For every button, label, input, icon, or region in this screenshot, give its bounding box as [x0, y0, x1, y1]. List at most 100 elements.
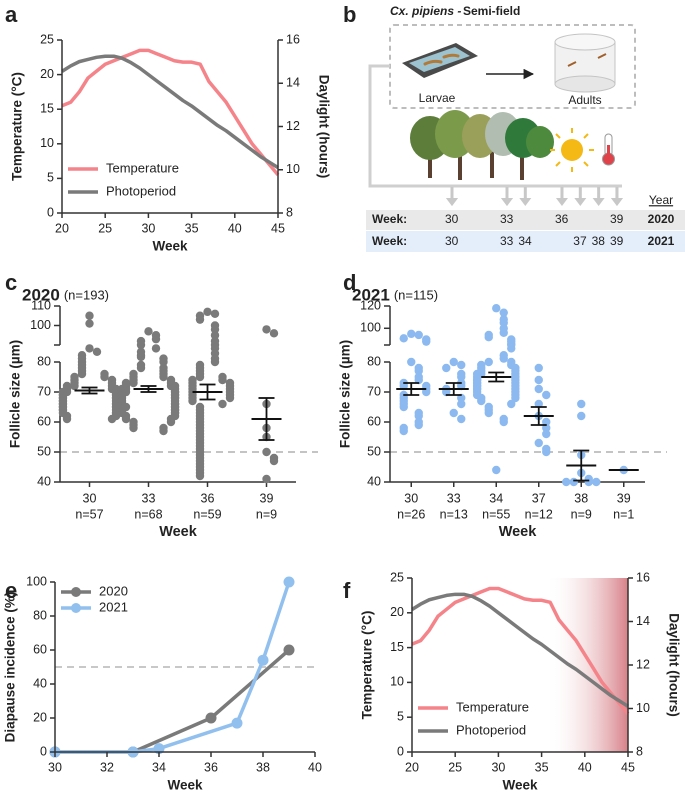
y-tick-label: 20: [40, 67, 54, 81]
dot: [399, 426, 408, 436]
y-tick-label: 50: [367, 444, 381, 458]
y2-tick-label: 12: [286, 119, 300, 133]
dot: [136, 340, 146, 350]
dot: [542, 390, 551, 400]
y-tick-label: 40: [367, 474, 381, 488]
dot: [210, 325, 220, 334]
marker: [283, 644, 295, 656]
dot: [269, 456, 279, 466]
dot: [484, 333, 493, 342]
sun-icon: [550, 128, 594, 172]
x-tick-label: 30: [491, 760, 505, 774]
legend-label: 2020: [99, 583, 128, 598]
y-tick-label: 60: [37, 414, 51, 428]
panel-letter: e: [5, 578, 17, 603]
dot: [121, 414, 131, 424]
dot: [592, 477, 601, 487]
x-tick-label: 32: [100, 760, 114, 774]
dot: [457, 360, 466, 370]
dot: [492, 465, 501, 475]
table-row: [366, 231, 685, 252]
y2-tick-label: 10: [636, 701, 650, 715]
dot: [534, 375, 543, 385]
y-axis-title: Temperature (°C): [360, 611, 375, 720]
y-tick-label: 50: [37, 444, 51, 458]
dot: [195, 372, 205, 382]
dot: [210, 309, 220, 318]
x-tick-label: 30: [48, 760, 62, 774]
highlight-region: [545, 578, 628, 752]
dot: [569, 477, 578, 487]
week-arrowhead: [610, 198, 623, 206]
x-tick-label: 25: [448, 760, 462, 774]
x-tick-label: 36: [204, 760, 218, 774]
y-tick-label: 20: [33, 710, 47, 724]
dot: [218, 375, 227, 385]
y-tick-label: 40: [33, 676, 47, 690]
dot: [542, 447, 551, 457]
dot: [507, 399, 516, 409]
dot: [577, 411, 586, 421]
y-tick-label: 25: [390, 570, 404, 584]
timeline-connector: [368, 64, 622, 188]
table-header: Year: [649, 193, 673, 207]
marker: [205, 712, 217, 724]
y-tick-label: 100: [30, 318, 51, 332]
y2-tick-label: 8: [636, 744, 643, 758]
y2-tick-label: 16: [636, 570, 650, 584]
row-label: Week:: [372, 234, 407, 248]
legend-label: 2021: [99, 599, 128, 614]
dot: [144, 327, 153, 336]
n-label: n=9: [256, 507, 277, 521]
dot: [534, 399, 543, 409]
dot: [166, 417, 176, 427]
y-tick-label: 10: [390, 675, 404, 689]
dot: [484, 357, 493, 367]
dot: [262, 447, 271, 457]
y-tick-label: 80: [37, 354, 51, 368]
marker: [257, 654, 269, 666]
week-cell: 38: [592, 234, 606, 248]
series-line: [411, 586, 630, 715]
dot: [507, 344, 516, 353]
dot: [584, 477, 593, 487]
dot: [414, 411, 423, 421]
x-tick-label: 34: [152, 760, 166, 774]
x-tick-label: 38: [256, 760, 270, 774]
legend-label: Temperature: [456, 699, 529, 714]
x-tick-label: 35: [535, 760, 549, 774]
x-tick-label: 45: [621, 760, 635, 774]
y-tick-label: 15: [40, 101, 54, 115]
dot: [499, 328, 508, 337]
x-tick-label: 40: [308, 760, 322, 774]
dot: [262, 325, 271, 334]
dot: [562, 477, 571, 487]
y2-tick-label: 12: [636, 657, 650, 671]
n-label: n=59: [193, 507, 221, 521]
dot: [534, 384, 543, 394]
dot: [129, 423, 138, 433]
y2-axis-title: Daylight (hours): [666, 613, 681, 717]
y-axis-title: Follicle size (µm): [338, 340, 353, 448]
y-tick-label: 0: [397, 744, 404, 758]
dot: [492, 304, 501, 313]
series-line: [61, 48, 280, 177]
dot: [159, 357, 168, 367]
x-axis-title: Week: [499, 524, 538, 540]
n-label: n=13: [440, 507, 468, 521]
dot: [136, 363, 146, 373]
dot: [262, 474, 271, 484]
tray-water: [409, 47, 470, 72]
dot: [399, 402, 408, 412]
dot: [151, 334, 161, 344]
week-arrowhead: [500, 198, 513, 206]
dot: [188, 396, 197, 406]
legend-label: Photoperiod: [106, 183, 176, 198]
y-tick-label: 120: [360, 298, 381, 312]
y-tick-label: 80: [33, 608, 47, 622]
week-arrowhead: [446, 198, 458, 206]
y-tick-label: 25: [40, 32, 54, 46]
dot: [203, 307, 212, 317]
trees: [410, 110, 554, 180]
dot: [407, 329, 416, 339]
